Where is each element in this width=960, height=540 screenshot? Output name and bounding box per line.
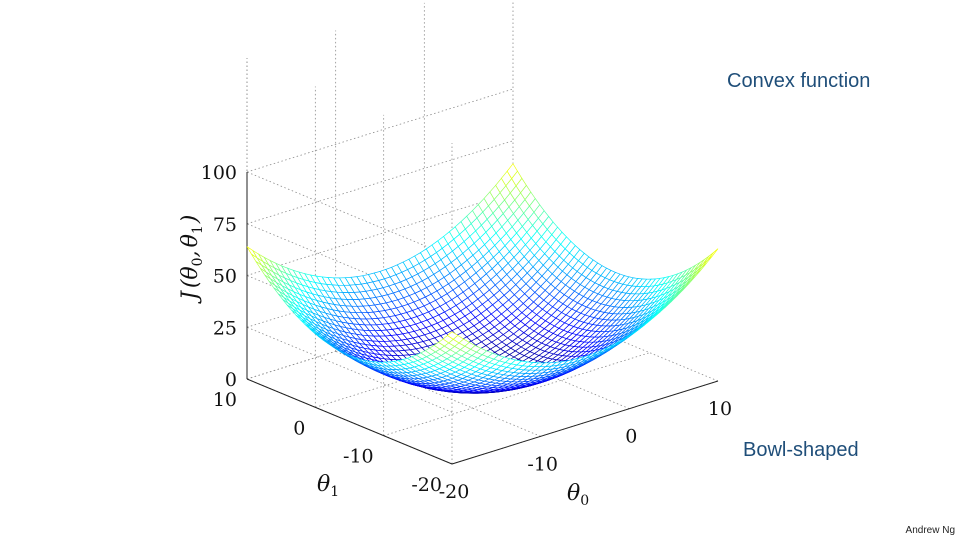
surface-cell [707,248,719,261]
convex-function-annotation: Convex function [727,70,871,92]
bowl-shaped-annotation: Bowl-shaped [743,439,859,461]
floor-gridline [383,352,650,437]
x-tick-label: -20 [439,481,470,503]
z-tick-label: 100 [201,162,237,184]
y-tick-label: 0 [293,417,305,439]
x-tick-label: 0 [625,426,637,448]
back-wall-gridline [246,192,514,276]
z-axis-label: J(θ0,θ1) [178,215,206,304]
z-tick-label: 0 [225,369,237,391]
x-tick-label: -10 [527,453,558,475]
z-tick-label: 50 [213,266,237,288]
surface-mesh [246,163,719,394]
back-wall-gridline [246,88,514,173]
side-wall-gridline [246,171,453,258]
y-axis-label: θ1 [317,472,339,500]
author-credit: Andrew Ng [905,525,955,536]
x-axis-line [451,380,719,465]
y-tick-label: 10 [213,389,237,411]
z-tick-label: 25 [213,317,237,339]
y-tick-label: -20 [411,474,442,496]
back-wall-gridline [246,140,514,225]
x-tick-label: 10 [708,398,732,420]
z-tick-label: 75 [213,214,237,236]
y-axis-line [246,378,453,465]
side-wall-gridline [246,326,453,413]
y-tick-label: -10 [343,446,374,468]
x-axis-label: θ0 [567,481,589,509]
